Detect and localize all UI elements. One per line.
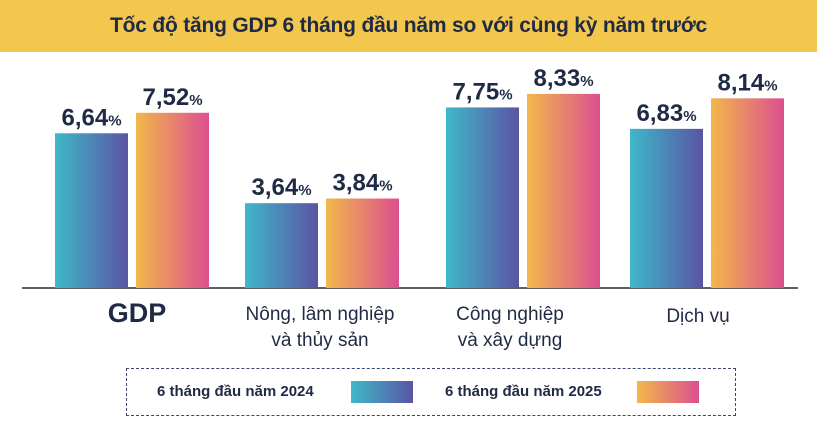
bar-2025-2 <box>527 93 600 288</box>
value-label-2024-3: 6,83% <box>636 100 696 127</box>
value-label-2025-0: 7,52% <box>142 84 202 111</box>
category-label-3-0: Dịch vụ <box>666 306 729 327</box>
title-banner: Tốc độ tăng GDP 6 tháng đầu năm so với c… <box>0 0 817 52</box>
category-label-0-0: GDP <box>108 298 167 328</box>
chart-title: Tốc độ tăng GDP 6 tháng đầu năm so với c… <box>109 14 708 37</box>
legend-swatch-2025 <box>637 381 699 403</box>
legend: 6 tháng đầu năm 2024 6 tháng đầu năm 202… <box>126 368 736 416</box>
category-label-2-0: Công nghiệp <box>456 304 564 325</box>
value-label-2025-2: 8,33% <box>533 65 593 92</box>
bar-2025-1 <box>326 198 399 288</box>
value-label-2024-0: 6,64% <box>61 104 121 131</box>
bars-group <box>55 93 784 288</box>
bar-2024-1 <box>245 203 318 288</box>
legend-label-2024: 6 tháng đầu năm 2024 <box>157 383 314 400</box>
category-label-1-1: và thủy sản <box>271 330 368 351</box>
bar-2024-3 <box>630 128 703 288</box>
legend-label-2025: 6 tháng đầu năm 2025 <box>445 383 602 400</box>
bar-2025-3 <box>711 98 784 288</box>
value-label-2025-1: 3,84% <box>332 170 392 197</box>
value-label-2024-1: 3,64% <box>251 174 311 201</box>
value-label-2025-3: 8,14% <box>717 69 777 96</box>
bar-2024-0 <box>55 133 128 288</box>
category-label-2-1: và xây dựng <box>458 330 563 351</box>
bar-2024-2 <box>446 107 519 288</box>
bar-2025-0 <box>136 112 209 288</box>
category-label-1-0: Nông, lâm nghiệp <box>246 304 395 325</box>
legend-swatch-2024 <box>351 381 413 403</box>
value-labels-group: 6,64% 7,52% 3,64% 3,84% 7,75% 8,33% 6,83% 8,14% <box>61 65 777 201</box>
category-labels-group: GDP Nông, lâm nghiệp và thủy sản Công nghiệ… <box>108 298 730 351</box>
value-label-2024-2: 7,75% <box>452 78 512 105</box>
